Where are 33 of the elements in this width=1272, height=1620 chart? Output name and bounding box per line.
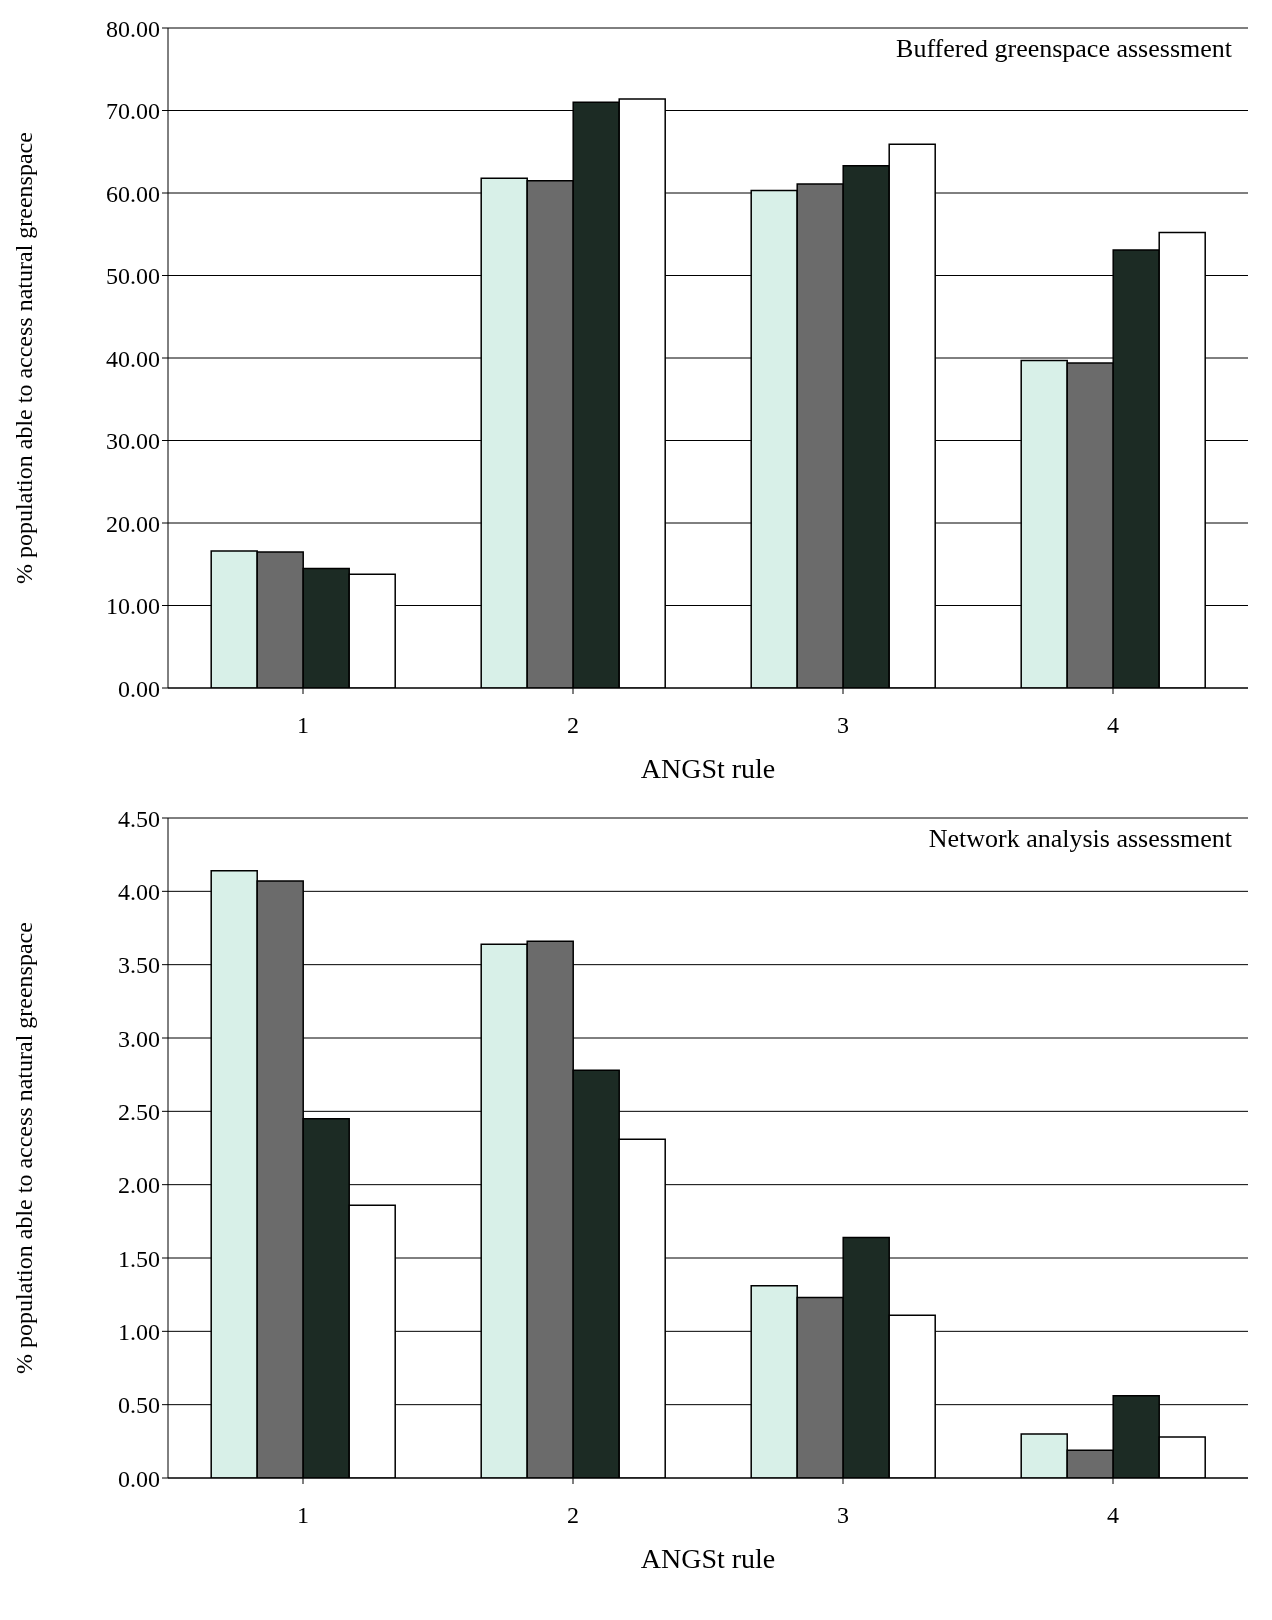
- y-tick-label: 10.00: [106, 593, 160, 620]
- x-axis-title: ANGSt rule: [640, 753, 776, 784]
- y-tick-label: 20.00: [106, 510, 160, 537]
- y-tick-label: 80.00: [106, 15, 160, 42]
- y-tick-label: 1.50: [118, 1245, 160, 1272]
- y-axis-title: % population able to access natural greenspace: [10, 132, 37, 584]
- x-tick-label: 3: [837, 712, 849, 739]
- annotation: Network analysis assessment: [928, 824, 1232, 854]
- y-tick-label: 40.00: [106, 345, 160, 372]
- x-tick-label: 2: [567, 1502, 579, 1529]
- y-tick-label: 70.00: [106, 98, 160, 125]
- y-tick-label: 3.00: [118, 1025, 160, 1052]
- y-tick-label: 0.50: [118, 1392, 160, 1419]
- x-tick-label: 1: [297, 1502, 309, 1529]
- y-tick-label: 4.00: [118, 878, 160, 905]
- x-tick-label: 2: [567, 712, 579, 739]
- y-tick-label: 0.00: [118, 1465, 160, 1492]
- y-tick-label: 2.00: [118, 1172, 160, 1199]
- annotation: Buffered greenspace assessment: [896, 34, 1232, 64]
- y-tick-label: 0.00: [118, 675, 160, 702]
- y-tick-label: 1.00: [118, 1318, 160, 1345]
- y-tick-label: 3.50: [118, 952, 160, 979]
- x-tick-label: 4: [1107, 1502, 1119, 1529]
- x-axis-title: ANGSt rule: [640, 1543, 776, 1574]
- y-tick-label: 50.00: [106, 263, 160, 290]
- y-tick-label: 4.50: [118, 805, 160, 832]
- x-tick-label: 1: [297, 712, 309, 739]
- y-tick-label: 60.00: [106, 180, 160, 207]
- y-tick-label: 2.50: [118, 1098, 160, 1125]
- y-axis-title: % population able to access natural greenspace: [10, 922, 37, 1374]
- x-tick-label: 3: [837, 1502, 849, 1529]
- x-tick-label: 4: [1107, 712, 1119, 739]
- y-tick-label: 30.00: [106, 428, 160, 455]
